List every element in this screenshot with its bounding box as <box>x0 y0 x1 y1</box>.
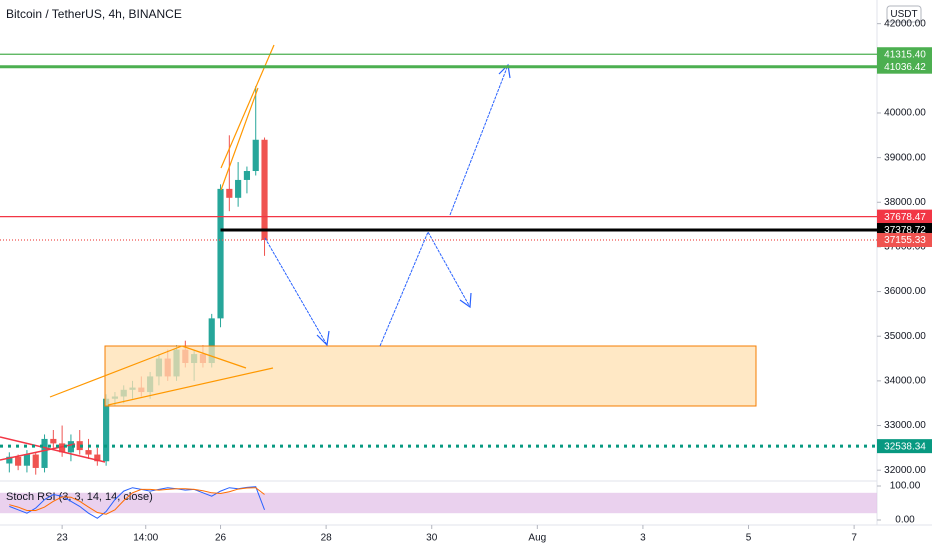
x-tick-label: 3 <box>640 533 646 544</box>
y-tick-label: 38000.00 <box>884 197 926 208</box>
price-tag <box>877 232 932 247</box>
arrow <box>449 64 509 216</box>
price-tag-label: 41036.42 <box>884 62 926 73</box>
candle-body <box>23 454 31 466</box>
arrow-head <box>498 63 511 79</box>
arrow <box>264 237 328 346</box>
price-tag-label: 37678.47 <box>884 212 926 223</box>
candle-body <box>15 456 22 466</box>
candle-body <box>226 188 233 198</box>
candle-body <box>252 139 259 172</box>
x-tick-label: 5 <box>746 533 752 544</box>
trend-line <box>181 345 247 369</box>
y-tick-label: 33000.00 <box>884 420 926 431</box>
price-tag-label: 32538.34 <box>884 441 926 452</box>
x-tick-label: 28 <box>321 533 333 544</box>
y-tick-label: 100.00 <box>890 481 921 492</box>
candle-body <box>208 318 215 364</box>
candle-body <box>32 454 39 468</box>
x-tick-label: 23 <box>57 533 69 544</box>
candle-body <box>6 456 13 464</box>
x-tick-label: 30 <box>426 533 438 544</box>
indicator-line <box>9 486 265 519</box>
y-tick-label: 36000.00 <box>884 286 926 297</box>
candle-body <box>243 171 251 180</box>
trend-line <box>49 345 183 398</box>
y-tick-label: 42000.00 <box>884 18 926 29</box>
y-tick-label: 0.00 <box>895 515 915 526</box>
price-tag-label: 37378.72 <box>884 225 926 236</box>
candle-body <box>103 398 110 462</box>
candle-body <box>50 438 57 444</box>
arrow-head <box>316 330 330 347</box>
trend-line <box>107 367 274 406</box>
indicator-line <box>9 487 265 515</box>
candle-body <box>67 441 75 453</box>
y-tick-label: 32000.00 <box>884 465 926 476</box>
candle-body <box>94 454 101 462</box>
price-tag <box>877 59 932 74</box>
price-tag <box>877 439 932 454</box>
candle-body <box>217 188 224 319</box>
unit-box[interactable] <box>886 5 922 23</box>
indicator-band <box>0 492 877 514</box>
candle-body <box>59 443 66 453</box>
price-tag <box>877 47 932 62</box>
y-tick-label: 39000.00 <box>884 152 926 163</box>
y-tick-label: 40000.00 <box>884 108 926 119</box>
chart-title: Bitcoin / TetherUS, 4h, BINANCE <box>6 7 182 21</box>
y-tick-label: 34000.00 <box>884 376 926 387</box>
x-tick-label: 14:00 <box>133 533 158 544</box>
candle-body <box>76 441 83 451</box>
price-tag-label: 37155.33 <box>884 235 926 246</box>
unit-label[interactable]: USDT <box>890 9 917 20</box>
candle-body <box>261 139 268 240</box>
x-tick-label: 7 <box>851 533 857 544</box>
price-tag-label: 41315.40 <box>884 49 926 60</box>
price-tag <box>877 209 932 224</box>
y-tick-label: 35000.00 <box>884 331 926 342</box>
candle-body <box>235 179 242 198</box>
arrow-head <box>459 292 472 309</box>
x-tick-label: Aug <box>528 533 546 544</box>
indicator-title: Stoch RSI (3, 3, 14, 14, close) <box>6 491 153 503</box>
zone-rectangle <box>104 345 757 407</box>
trend-line <box>220 87 259 191</box>
arrow <box>379 230 471 347</box>
trend-line <box>0 443 76 461</box>
x-tick-label: 26 <box>215 533 227 544</box>
candle-body <box>41 438 48 468</box>
candle-body <box>85 450 92 455</box>
y-tick-label: 37000.00 <box>884 242 926 253</box>
